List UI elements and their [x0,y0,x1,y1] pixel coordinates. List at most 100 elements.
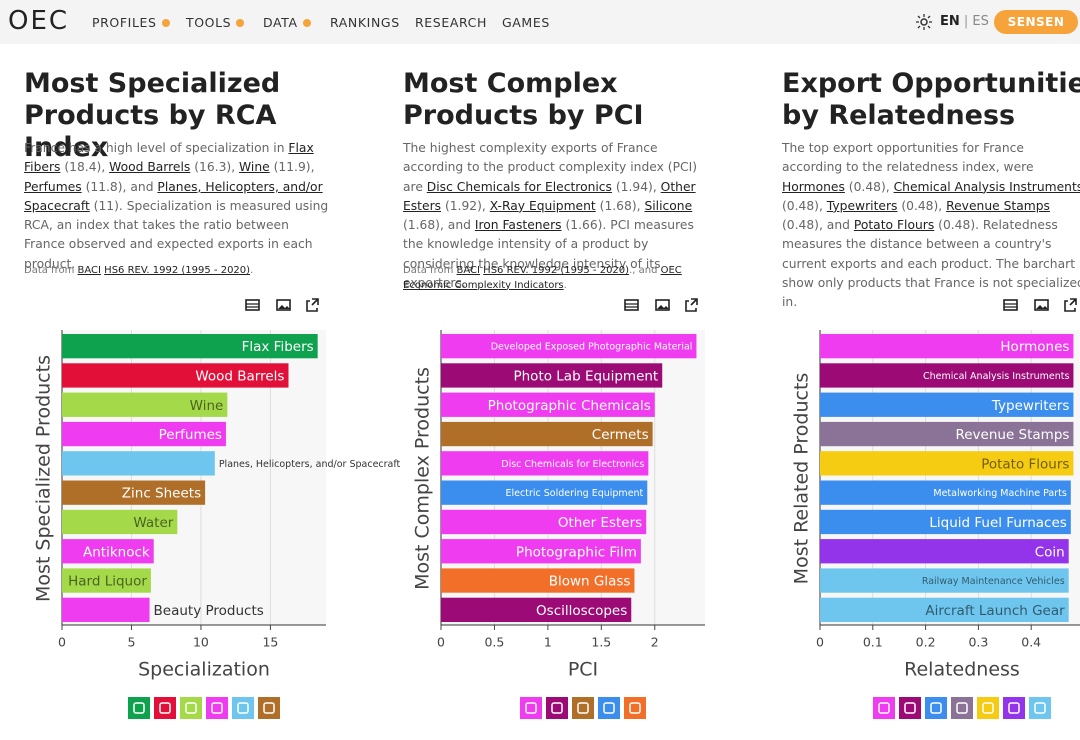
legend-icon [1008,702,1020,714]
table-icon-lines [246,303,259,308]
bar-label: Hard Liquor [68,574,147,590]
image-icon-hill [278,305,290,309]
legend-swatch[interactable] [180,697,202,719]
link[interactable]: Iron Fasteners [474,218,562,233]
legend-swatch[interactable] [232,697,254,719]
bar-label: Revenue Stamps [955,427,1069,443]
legend-icon [956,702,968,714]
link[interactable]: Planes, Helicopters, and/or Spacecraft [24,179,323,213]
text: (0.48). Relatedness measures the distanc… [782,218,1080,310]
bar-label: Coin [1035,544,1065,560]
link[interactable]: Wood Barrels [109,160,191,175]
bar-label: Planes, Helicopters, and/or Spacecraft [219,459,401,470]
legend-swatch[interactable] [598,697,620,719]
legend-icon [237,702,249,714]
logo[interactable]: OEC [8,6,70,36]
bar-label: Wine [190,398,224,414]
theme-icon[interactable] [916,14,932,30]
nav-item[interactable]: TOOLS [186,15,245,30]
bar [820,451,1074,476]
legend-swatch[interactable] [520,697,542,719]
bar [820,509,1071,535]
x-axis-label: Relatedness [904,659,1020,681]
link[interactable]: Perfumes [24,179,82,194]
bar-label: Blown Glass [549,574,631,590]
text: The top export opportunities for France … [782,141,1034,175]
link[interactable]: OEC [660,265,682,276]
legend-swatch[interactable] [1029,697,1051,719]
legend-swatch[interactable] [624,697,646,719]
share-icon [306,298,319,312]
link[interactable]: HS6 REV. 1992 (1995 - 2020) [483,265,630,276]
link[interactable]: Typewriters [826,198,898,213]
link[interactable]: Chemical Analysis Instruments [893,179,1080,194]
text: (0.48), [782,198,827,213]
user-name: SENSEN [1007,15,1065,29]
nav-label: DATA [263,15,298,30]
link[interactable]: Other Esters [403,179,696,213]
link[interactable]: Revenue Stamps [946,198,1050,213]
bar [820,597,1069,622]
legend-swatch[interactable] [873,697,895,719]
user-button[interactable]: SENSEN [994,10,1078,34]
bar [441,539,641,564]
bar-label: Beauty Products [154,603,264,619]
link[interactable]: Wine [239,160,270,175]
link[interactable]: Economic Complexity Indicators [403,279,564,291]
nav-item[interactable]: GAMES [502,15,550,30]
nav-item[interactable]: RESEARCH [415,15,487,30]
x-tick-label: 15 [262,635,278,650]
link[interactable]: Flax Fibers [24,141,314,175]
toolbar[interactable] [1003,298,1077,312]
link[interactable]: Potato Flours [853,218,935,233]
text: (0.48), [844,179,894,194]
legend-icon [263,702,275,714]
toolbar[interactable] [245,298,319,312]
text: France has a high level of specializatio… [24,141,289,155]
nav-item[interactable]: DATA [263,15,311,30]
bar-label: Developed Exposed Photographic Material [491,342,693,353]
link[interactable]: Silicone [644,198,693,213]
legend-swatch[interactable] [925,697,947,719]
legend-swatch[interactable] [128,697,150,719]
legend-icon [629,702,641,714]
link[interactable]: Disc Chemicals for Electronics [426,179,612,194]
link[interactable]: BACI [456,265,480,276]
legend-swatch[interactable] [899,697,921,719]
legend-swatch[interactable] [1003,697,1025,719]
panel-title: Export Opportunities by Relatedness [782,68,1080,131]
text: (11). Specialization is measured using R… [24,198,329,271]
panel-description: The top export opportunities for France … [782,139,1080,313]
x-tick-label: 0.5 [484,635,504,650]
nav-label: TOOLS [186,15,232,30]
bar-label: Cermets [592,427,649,443]
toolbar[interactable] [624,298,698,312]
table-icon [1003,299,1018,311]
lang-active[interactable]: EN [940,14,960,29]
link[interactable]: Hormones [782,179,845,194]
nav-item[interactable]: PROFILES [92,15,170,30]
bar-label: Electric Soldering Equipment [506,488,644,499]
legend-swatch[interactable] [206,697,228,719]
bar [441,392,655,417]
legend-swatch[interactable] [572,697,594,719]
legend-swatch[interactable] [258,697,280,719]
image-icon [655,299,670,311]
bar [441,363,663,388]
bar [441,568,635,593]
link[interactable]: HS6 REV. 1992 (1995 - 2020) [104,265,251,276]
legend-swatch[interactable] [951,697,973,719]
link[interactable]: BACI [77,265,101,276]
nav-item[interactable]: RANKINGS [330,15,400,30]
table-icon [624,299,639,311]
x-tick-label: 0 [816,635,824,650]
x-tick-label: 5 [127,635,135,650]
text: (0.48), [897,198,947,213]
text: . [563,279,567,291]
legend-swatch[interactable] [154,697,176,719]
legend-swatch[interactable] [977,697,999,719]
legend-swatch[interactable] [546,697,568,719]
link[interactable]: X-Ray Equipment [489,198,596,213]
lang-other[interactable]: ES [972,14,989,29]
